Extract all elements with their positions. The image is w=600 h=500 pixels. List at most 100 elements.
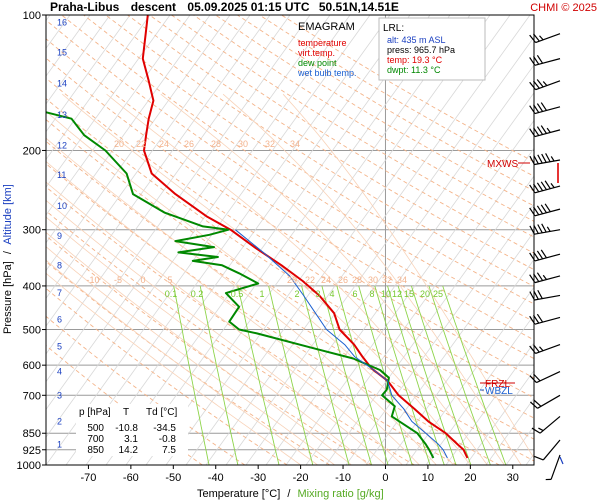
wind-barb: [529, 79, 561, 91]
mixing-ratio-label: 2: [294, 289, 299, 299]
altitude-label: 1: [57, 439, 62, 449]
surface-wind: [559, 456, 564, 465]
x-tick-label: -10: [335, 472, 351, 484]
altitude-label: 15: [57, 47, 67, 57]
moist-adiabat: [222, 93, 522, 465]
isotherm-line: [46, 15, 291, 355]
table-cell: 14.2: [119, 445, 139, 456]
lrl-dewpoint: dwpt: 11.3 °C: [387, 65, 441, 75]
wind-barb: [529, 223, 561, 235]
altitude-label: 7: [57, 288, 62, 298]
plot-frame: [45, 14, 535, 466]
isotherm-line: [145, 15, 471, 465]
legend: EMAGRAM temperature virt.temp. dew point…: [297, 21, 357, 78]
theta-label: 22: [305, 275, 315, 285]
moist-adiabat: [46, 231, 352, 465]
theta-label: 28: [352, 275, 362, 285]
mixing-ratio-line: [374, 285, 431, 465]
mixing-ratio-line: [321, 285, 372, 465]
mixing-ratio-label: 4: [329, 289, 334, 299]
y-tick-label: 600: [23, 360, 41, 372]
profiles: [46, 15, 469, 459]
table-cell: -34.5: [153, 423, 176, 434]
table-header-td: Td [°C]: [146, 407, 177, 418]
legend-wet-bulb: wet bulb temp.: [297, 68, 357, 78]
wind-barb: [529, 33, 561, 44]
x-tick-label: -70: [80, 472, 96, 484]
isotherm-line: [185, 15, 511, 465]
dry-adiabat: [46, 315, 246, 465]
isotherm-line: [265, 92, 534, 465]
theta-label: 34: [290, 139, 300, 149]
lrl-altitude: alt: 435 m ASL: [387, 35, 446, 45]
isotherm-line: [105, 15, 431, 465]
wind-barb: [529, 289, 561, 301]
y-tick-label: 500: [23, 325, 41, 337]
wind-barbs: [529, 33, 564, 481]
isotherm-line: [465, 369, 534, 465]
isotherm-line: [445, 342, 534, 465]
isotherm-line: [46, 15, 231, 272]
legend-virt-temp: virt.temp.: [298, 48, 335, 58]
series-wet-bulb-temp: [234, 229, 448, 459]
credit: CHMI © 2025: [530, 2, 597, 14]
isotherm-line: [46, 15, 351, 438]
isotherm-line: [46, 15, 211, 244]
y-axis-label-2: Altitude [km]: [2, 184, 14, 245]
moist-adiabat: [160, 93, 505, 465]
theta-label: 32: [265, 139, 275, 149]
mixing-ratio-label: 8: [369, 289, 374, 299]
lrl-pressure: press: 965.7 hPa: [387, 45, 455, 55]
wind-barb: [545, 454, 561, 481]
isotherm-line: [225, 36, 534, 465]
dry-adiabat: [46, 186, 458, 465]
wind-barb: [529, 394, 561, 409]
isotherm-line: [46, 15, 171, 188]
x-tick-label: -40: [208, 472, 224, 484]
theta-label: 32: [382, 275, 392, 285]
dry-adiabat: [215, 15, 534, 207]
wind-barb: [529, 203, 561, 217]
altitude-label: 13: [57, 110, 67, 120]
wind-barb: [534, 439, 561, 461]
theta-label: 26: [184, 139, 194, 149]
legend-temperature: temperature: [298, 38, 347, 48]
y-axis-sep: /: [2, 250, 14, 254]
mixing-ratio-line: [428, 285, 491, 465]
mixing-ratio-line: [358, 285, 413, 465]
dry-adiabat: [46, 210, 415, 465]
theta-label: -5: [114, 275, 122, 285]
y-tick-label: 100: [23, 10, 41, 22]
lrl-box: LRL: alt: 435 m ASL press: 965.7 hPa tem…: [378, 17, 486, 81]
theta-label: 26: [338, 275, 348, 285]
moist-adiabat: [106, 93, 488, 465]
mixing-ratio-label: 3: [315, 289, 320, 299]
lrl-title: LRL:: [383, 23, 404, 34]
altitude-label: 8: [57, 260, 62, 270]
x-axis-label: Temperature [°C]: [197, 488, 280, 500]
mixing-ratio-label: 15: [404, 289, 414, 299]
mixing-ratio-label: 1: [259, 289, 264, 299]
moist-adiabat: [282, 93, 534, 459]
mixing-ratio-line: [397, 285, 457, 465]
mixing-ratio-label: 0.2: [191, 289, 204, 299]
sounding-table: p [hPa] T Td [°C] 500 -10.8 -34.5 700 3.…: [76, 404, 188, 456]
table-cell: 7.5: [162, 445, 176, 456]
dry-adiabat: [46, 57, 534, 379]
mixing-ratio-line: [442, 285, 507, 465]
dry-adiabat: [46, 97, 534, 419]
moist-adiabat: [46, 259, 318, 465]
theta-label: 22: [136, 139, 146, 149]
mixing-ratio-line: [301, 285, 350, 465]
altitude-label: 12: [57, 141, 67, 151]
y-tick-label: 700: [23, 390, 41, 402]
moist-adiabat: [46, 199, 386, 465]
mixing-ratio-line: [173, 285, 210, 465]
sounding-phase: descent: [131, 0, 176, 14]
isotherm-line: [46, 15, 271, 327]
table-cell: -10.8: [115, 423, 138, 434]
isotherm-line: [46, 15, 371, 465]
theta-label: 28: [211, 139, 221, 149]
x-tick-label: -60: [123, 472, 139, 484]
